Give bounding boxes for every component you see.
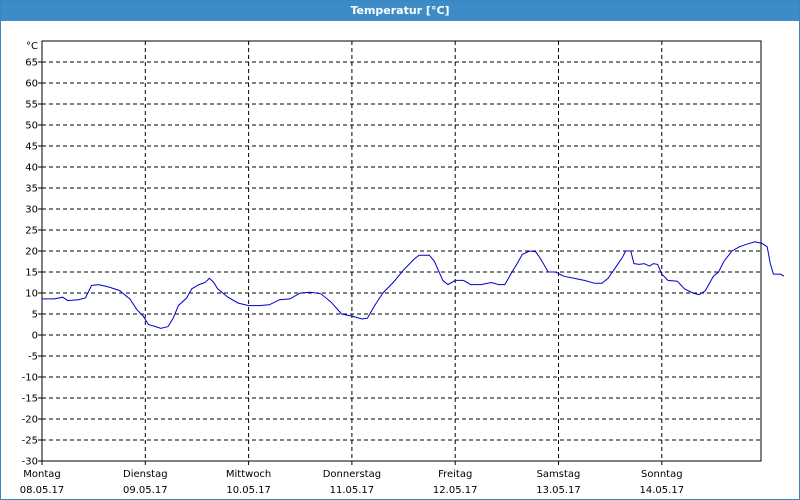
y-tick-label: -20 [22,415,38,426]
x-tick-date-label: 13.05.17 [536,485,581,496]
y-tick-label: 0 [32,331,38,342]
x-tick-day-label: Samstag [537,469,581,480]
y-tick-label: 40 [25,163,38,174]
y-tick-label: 10 [25,289,38,300]
x-tick-day-label: Mittwoch [226,469,271,480]
x-tick-date-label: 14.05.17 [640,485,685,496]
y-tick-label: -30 [22,457,38,468]
y-tick-label: -10 [22,373,38,384]
temperature-series-line [42,241,784,329]
x-tick-date-label: 12.05.17 [433,485,478,496]
x-tick-day-label: Donnerstag [323,469,381,480]
x-tick-day-label: Montag [23,469,60,480]
x-tick-date-label: 09.05.17 [123,485,168,496]
y-tick-label: -5 [28,352,38,363]
y-tick-label: 20 [25,247,38,258]
x-tick-date-label: 11.05.17 [330,485,375,496]
chart-title: Temperatur [°C] [1,1,799,21]
y-tick-label: 60 [25,79,38,90]
y-tick-label: -15 [22,394,38,405]
y-tick-label: 5 [32,310,38,321]
x-tick-day-label: Freitag [438,469,472,480]
x-tick-date-label: 08.05.17 [20,485,65,496]
y-tick-label: -25 [22,436,38,447]
x-tick-date-label: 10.05.17 [226,485,271,496]
y-axis-unit: °C [26,41,38,52]
y-tick-label: 45 [25,142,38,153]
y-tick-label: 35 [25,184,38,195]
y-tick-label: 50 [25,121,38,132]
y-tick-label: 15 [25,268,38,279]
y-tick-label: 30 [25,205,38,216]
y-tick-label: 25 [25,226,38,237]
y-tick-label: 55 [25,100,38,111]
x-tick-day-label: Dienstag [123,469,168,480]
y-tick-label: 65 [25,58,38,69]
x-tick-day-label: Sonntag [641,469,683,480]
